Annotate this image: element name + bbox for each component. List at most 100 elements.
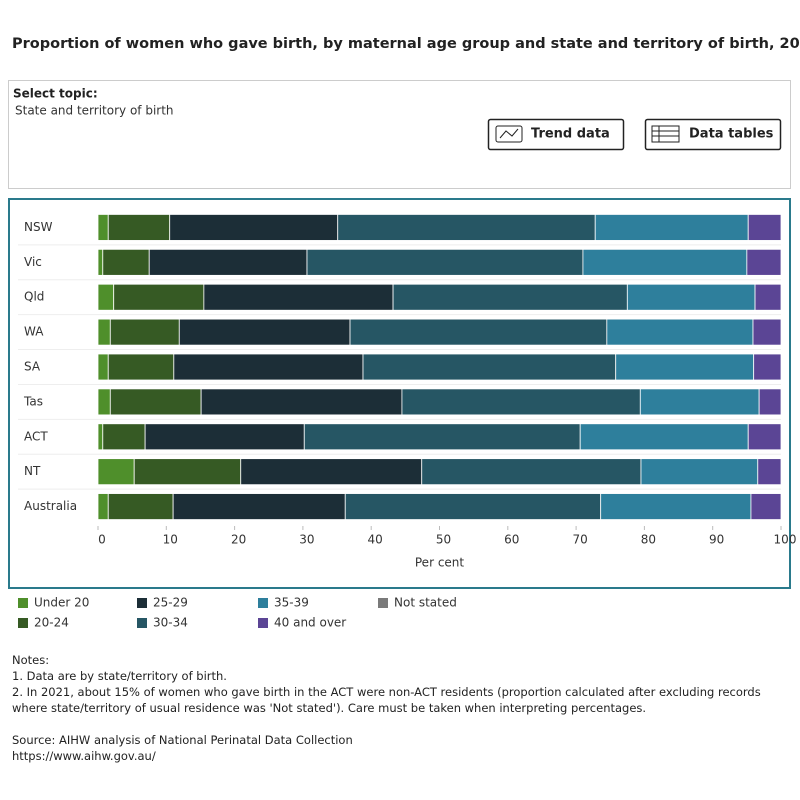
bar-segment <box>306 248 584 276</box>
legend-swatch <box>137 618 147 628</box>
bar-segment <box>600 493 752 520</box>
bar-segment <box>750 493 782 520</box>
legend-label: 20-24 <box>34 616 69 630</box>
x-tick-label: 100 <box>774 533 797 547</box>
bar-segment <box>594 214 749 241</box>
legend-label: 30-34 <box>153 616 188 630</box>
bar-segment <box>401 388 641 416</box>
bar-segment <box>144 423 305 451</box>
x-tick-label: 10 <box>163 533 178 547</box>
trend-icon <box>495 125 523 143</box>
bar-segment <box>172 493 346 520</box>
bar-segment <box>107 353 175 381</box>
legend-swatch <box>378 598 388 608</box>
bar-segment <box>102 248 150 276</box>
note: 1. Data are by state/territory of birth. <box>12 669 227 683</box>
x-tick-label: 80 <box>641 533 656 547</box>
note: 2. In 2021, about 15% of women who gave … <box>12 685 761 715</box>
bar-segment <box>752 318 782 346</box>
button-label: Data tables <box>689 127 774 142</box>
trend-icon-line <box>499 128 519 139</box>
legend-swatch <box>258 618 268 628</box>
bar-segment <box>133 458 242 486</box>
legend-label: 35-39 <box>274 596 309 610</box>
bar-segment <box>421 458 642 486</box>
bar-segment <box>747 423 782 451</box>
bar-segment <box>97 493 109 520</box>
bar-segment <box>178 318 351 346</box>
bar-segment <box>640 458 759 486</box>
y-tick-label: NSW <box>24 220 53 234</box>
source-url: https://www.aihw.gov.au/ <box>12 749 156 763</box>
bar-segment <box>392 283 628 311</box>
bar-segment <box>109 318 180 346</box>
bar-segment <box>349 318 608 346</box>
bar-segment <box>97 423 104 451</box>
tables-button[interactable]: Data tables <box>644 118 782 151</box>
topic-label: Select topic: <box>13 87 98 101</box>
bar-segment <box>344 493 602 520</box>
topic-value[interactable]: State and territory of birth <box>15 104 174 118</box>
bar-segment <box>639 388 760 416</box>
legend-swatch <box>18 618 28 628</box>
bar-segment <box>97 388 111 416</box>
page-title: Proportion of women who gave birth, by m… <box>12 36 800 52</box>
bar-segment <box>337 214 596 241</box>
notes-heading: Notes: <box>12 653 50 667</box>
y-tick-label: WA <box>24 325 44 339</box>
legend-swatch <box>258 598 268 608</box>
legend-label: 40 and over <box>274 616 346 630</box>
bar-segment <box>148 248 308 276</box>
notes: Notes: 1. Data are by state/territory of… <box>12 652 792 764</box>
bar-segment <box>107 214 171 241</box>
bar-segment <box>97 458 135 486</box>
bar-segment <box>615 353 755 381</box>
bar-segment <box>362 353 617 381</box>
legend-swatch <box>18 598 28 608</box>
bar-segment <box>203 283 394 311</box>
bar-segment <box>754 283 782 311</box>
bar-segment <box>303 423 581 451</box>
legend-label: Not stated <box>394 596 457 610</box>
bar-segment <box>97 283 115 311</box>
table-icon <box>651 125 680 143</box>
legend-swatch <box>137 598 147 608</box>
x-tick-label: 20 <box>231 533 246 547</box>
x-tick-label: 70 <box>572 533 587 547</box>
bar-segment <box>200 388 403 416</box>
bar-segment <box>758 388 782 416</box>
bar-segment <box>240 458 423 486</box>
x-tick-label: 0 <box>98 533 106 547</box>
y-tick-label: Vic <box>24 255 42 269</box>
bar-segment <box>753 353 782 381</box>
y-tick-label: SA <box>24 360 41 374</box>
bar-segment <box>626 283 756 311</box>
bar-segment <box>747 214 782 241</box>
trend-button[interactable]: Trend data <box>487 118 625 151</box>
bar-segment <box>97 248 104 276</box>
y-tick-label: NT <box>24 464 41 478</box>
bar-segment <box>107 493 174 520</box>
bar-segment <box>97 318 111 346</box>
bar-segment <box>97 353 109 381</box>
x-tick-label: 40 <box>368 533 383 547</box>
legend-label: Under 20 <box>34 596 89 610</box>
bar-segment <box>113 283 205 311</box>
x-tick-label: 90 <box>709 533 724 547</box>
bar-segment <box>109 388 202 416</box>
y-tick-label: ACT <box>24 429 48 443</box>
bar-segment <box>102 423 146 451</box>
y-tick-label: Australia <box>24 499 77 513</box>
x-tick-label: 50 <box>436 533 451 547</box>
bar-segment <box>97 214 109 241</box>
bar-segment <box>757 458 782 486</box>
bar-segment <box>746 248 782 276</box>
source: Source: AIHW analysis of National Perina… <box>12 733 353 747</box>
x-tick-label: 30 <box>299 533 314 547</box>
bar-segment <box>582 248 748 276</box>
bar-segment <box>606 318 754 346</box>
x-axis-label: Per cent <box>415 556 465 570</box>
bar-segment <box>173 353 364 381</box>
